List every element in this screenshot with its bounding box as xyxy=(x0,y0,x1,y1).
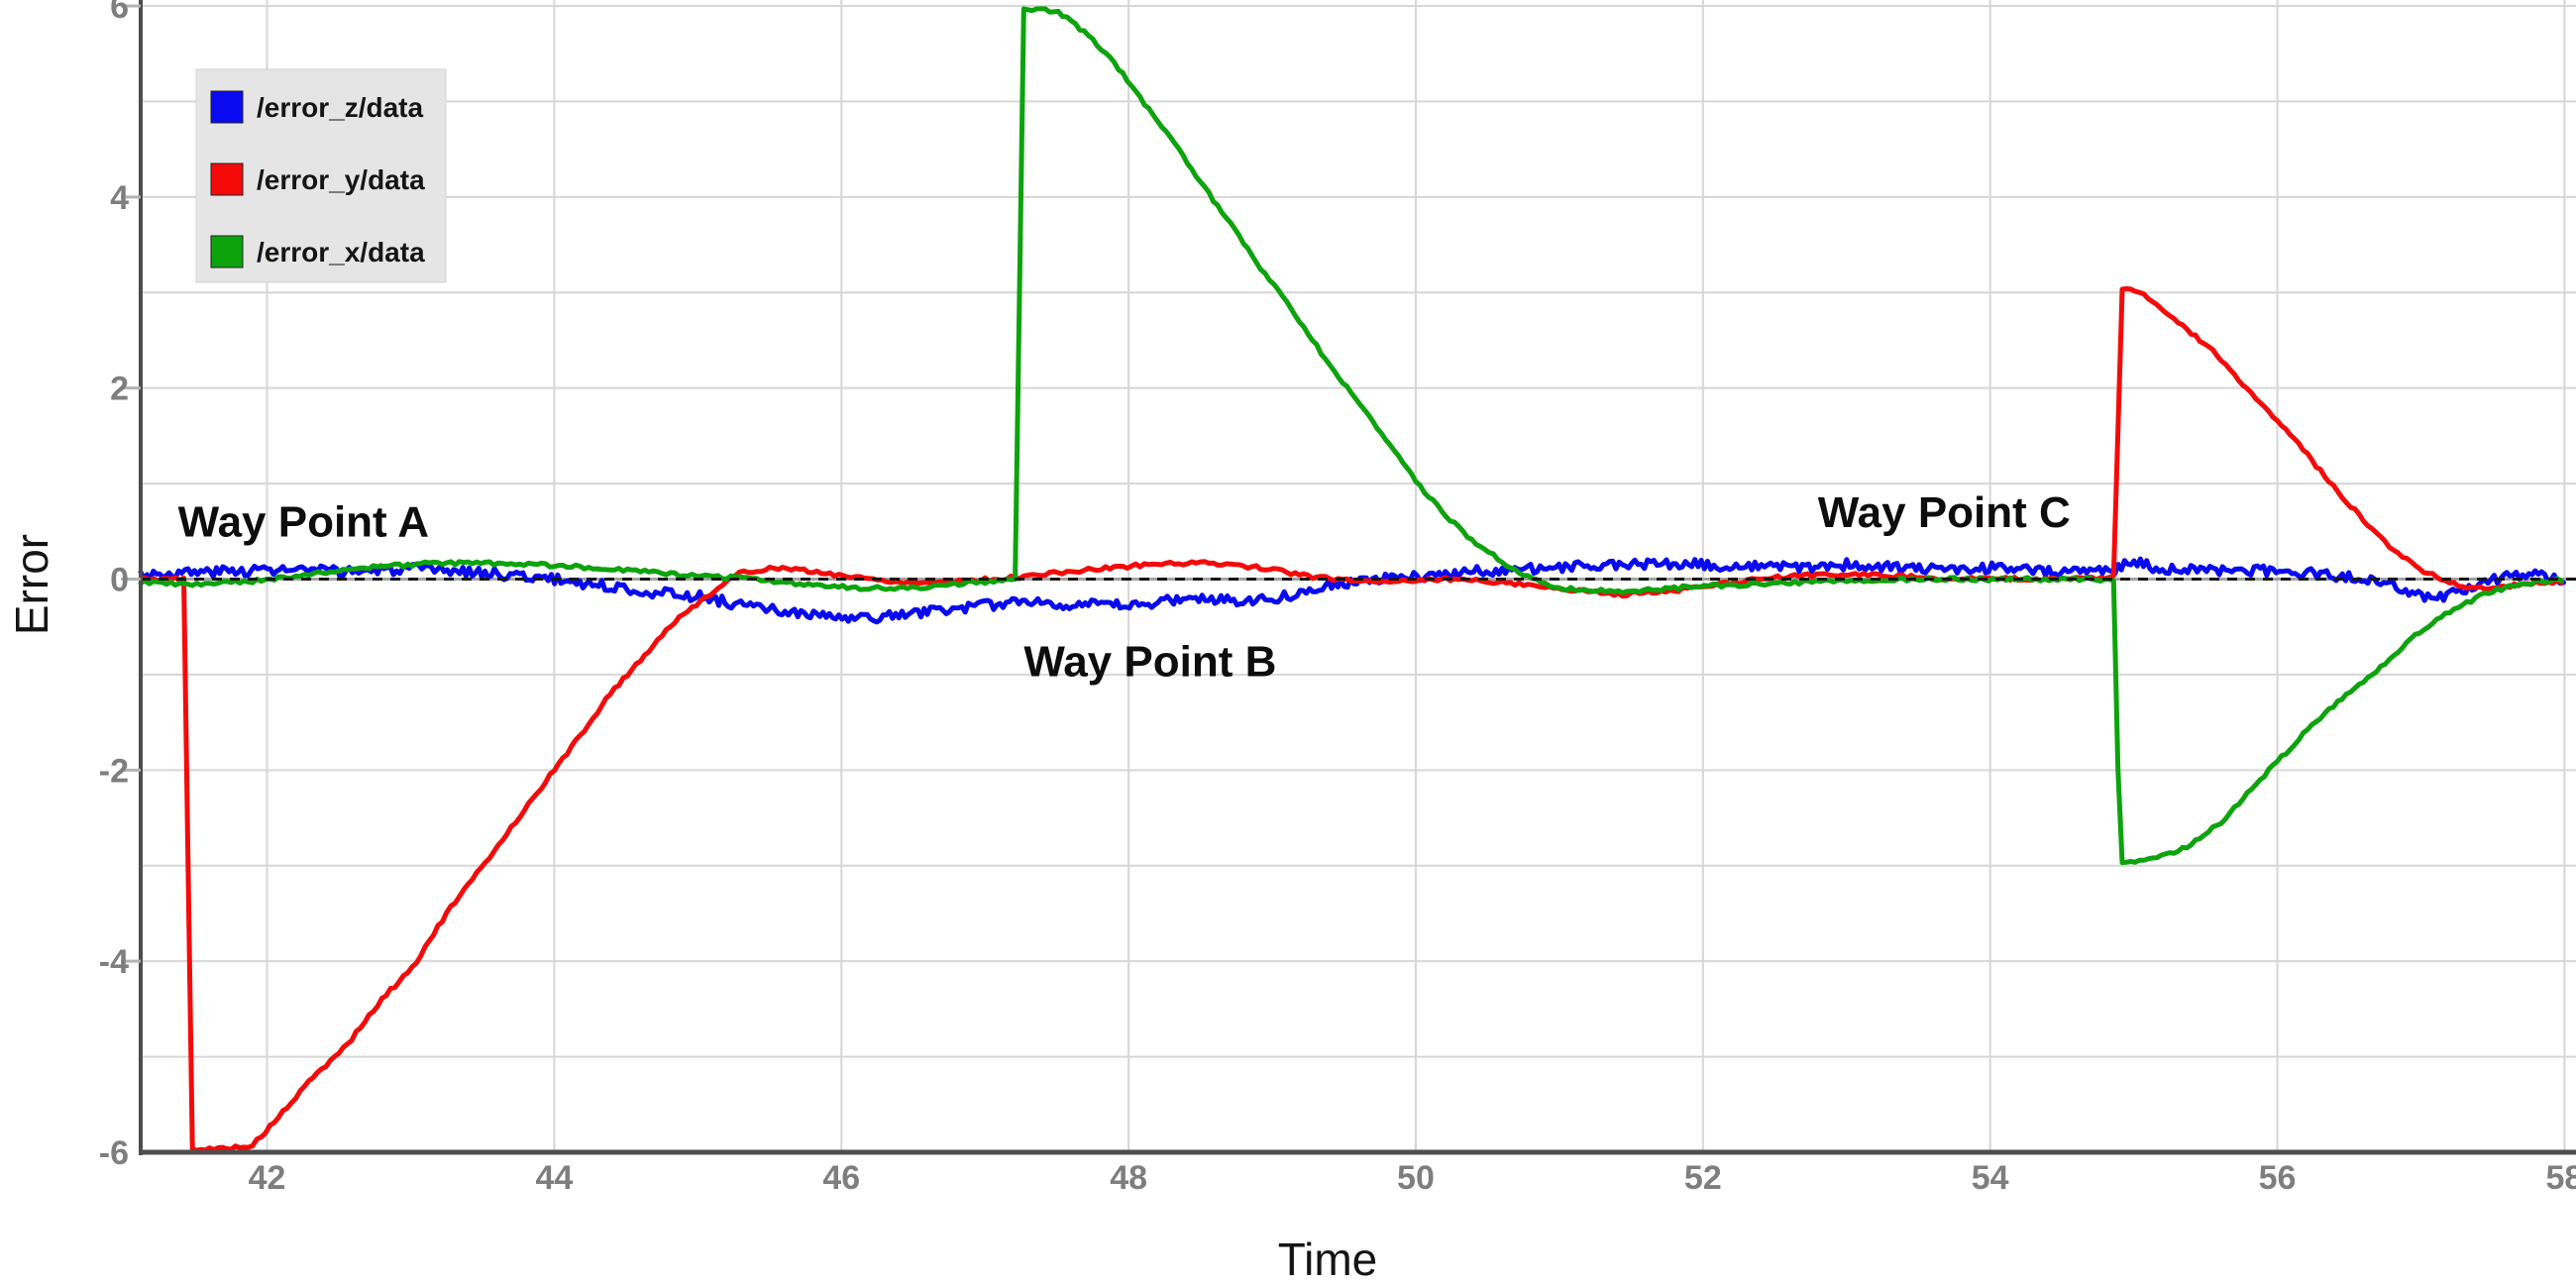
legend: /error_z/data/error_y/data/error_x/data xyxy=(195,68,447,283)
axes xyxy=(121,0,2576,1155)
series--error_z-data xyxy=(138,556,2566,625)
series--error_y-data xyxy=(138,285,2564,1153)
x-tick-label: 54 xyxy=(1972,1159,2009,1197)
legend-label: /error_x/data xyxy=(257,237,425,268)
y-tick-label: 6 xyxy=(110,0,129,26)
y-tick-label: -2 xyxy=(99,752,129,790)
y-tick-label: 2 xyxy=(110,371,129,408)
x-tick-label: 44 xyxy=(535,1159,573,1197)
x-tick-label: 58 xyxy=(2545,1159,2576,1197)
waypoint-annotations: Way Point A Way Point B Way Point C xyxy=(178,488,2071,686)
waypoint-label: Way Point B xyxy=(1023,637,1276,686)
legend-swatch--error_z-data xyxy=(210,90,244,124)
x-tick-label: 46 xyxy=(822,1159,860,1197)
y-axis-title: Error xyxy=(6,534,57,635)
waypoint-label: Way Point A xyxy=(178,498,429,547)
x-tick-label: 42 xyxy=(249,1159,286,1197)
legend-label: /error_y/data xyxy=(257,164,425,195)
x-tick-label: 48 xyxy=(1110,1159,1147,1197)
y-tick-label: -6 xyxy=(99,1134,129,1172)
series--error_x-data xyxy=(138,6,2564,866)
y-tick-label: 0 xyxy=(110,562,129,599)
legend-swatch--error_x-data xyxy=(210,235,244,268)
legend-swatch--error_y-data xyxy=(210,162,244,196)
x-tick-label: 50 xyxy=(1397,1159,1435,1197)
data-series xyxy=(138,6,2566,1153)
y-tick-label: 4 xyxy=(110,179,129,217)
x-tick-label: 52 xyxy=(1684,1159,1722,1197)
x-axis-title: Time xyxy=(1278,1233,1378,1285)
y-tick-label: -4 xyxy=(99,943,129,981)
legend-label: /error_z/data xyxy=(257,92,423,123)
x-tick-label: 56 xyxy=(2259,1159,2297,1197)
waypoint-label: Way Point C xyxy=(1818,488,2071,537)
